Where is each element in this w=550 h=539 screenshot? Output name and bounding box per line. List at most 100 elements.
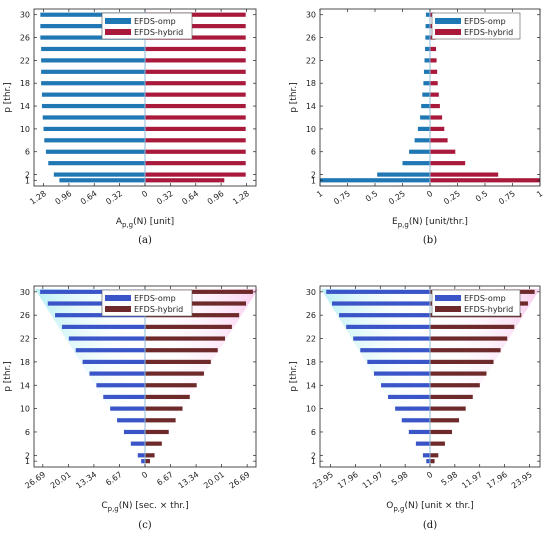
bar-hybrid-p4 [430,441,445,446]
bar-omp-p30 [326,289,430,294]
bar-omp-p6 [409,149,430,154]
bar-hybrid-p10 [145,406,183,411]
x-tick-label: 23.95 [311,470,335,491]
y-tick-label: 18 [20,358,30,367]
bar-hybrid-p20 [145,348,218,353]
bar-hybrid-p6 [430,149,456,154]
bar-hybrid-p10 [430,126,445,132]
x-tick-label: 17.96 [336,470,360,491]
bar-omp-p14 [96,383,145,388]
x-tick-label: 26.69 [23,470,47,491]
x-tick-label: 0.32 [104,189,124,207]
x-tick-label: 13.34 [74,470,98,491]
bar-hybrid-p24 [430,46,437,52]
bar-hybrid-p16 [145,92,246,97]
legend-label: EFDS-omp [464,17,506,26]
bar-omp-p1 [320,178,430,183]
bar-omp-p4 [48,161,146,166]
y-tick-label: 22 [306,56,316,65]
bar-omp-p18 [367,359,430,365]
bar-omp-p26 [55,313,145,318]
bar-hybrid-p2 [430,172,499,177]
bar-hybrid-p24 [430,324,515,329]
x-tick-label: 0 [140,470,149,480]
y-tick-label: 6 [311,148,316,157]
y-tick-label: 26 [306,34,316,43]
bar-omp-p4 [402,161,430,166]
bar-hybrid-p22 [430,58,437,63]
bar-omp-p2 [53,172,146,177]
bar-hybrid-p22 [145,58,246,63]
bar-omp-p28 [332,301,430,306]
bar-omp-p20 [360,348,430,353]
x-tick-label: 11.97 [361,470,385,491]
x-tick-label: 20.01 [202,470,226,491]
y-tick-label: 22 [20,335,30,344]
bar-omp-p30 [40,12,145,17]
x-tick-label: 0.25 [387,189,407,207]
bar-omp-p2 [377,172,430,177]
y-tick-label: 2 [25,171,30,180]
legend-swatch [435,18,461,24]
x-tick-label: 5.98 [390,470,410,488]
bar-hybrid-p16 [430,371,487,376]
y-tick-label: 6 [25,148,30,157]
x-tick-label: 6.67 [155,470,175,488]
bar-omp-p10 [110,406,145,411]
x-axis-label: Op,g(N) [unit × thr.] [386,501,474,513]
x-tick-label: 1.28 [231,189,251,207]
bar-omp-p4 [415,441,430,446]
bar-omp-p2 [422,453,430,458]
bar-hybrid-p14 [430,103,440,109]
y-tick-label: 2 [311,171,316,180]
x-tick-label: 0.5 [474,189,490,204]
bar-omp-p6 [408,429,430,435]
right-shade [430,288,540,466]
y-tick-label: 22 [20,56,30,65]
y-tick-label: 30 [20,288,30,297]
legend-label: EFDS-hybrid [134,305,183,314]
bar-omp-p24 [346,324,430,329]
bar-omp-p18 [41,81,146,86]
bar-omp-p1 [59,178,145,183]
bar-omp-p18 [423,81,430,86]
bar-hybrid-p1 [430,178,540,183]
x-tick-label: 0.96 [54,189,74,207]
legend-label: EFDS-hybrid [464,28,513,37]
y-tick-label: 1 [25,176,30,185]
bar-hybrid-p28 [145,301,247,306]
panel-caption: (a) [138,235,152,246]
bar-hybrid-p1 [145,459,150,464]
x-tick-label: 20.01 [49,470,73,491]
x-tick-label: 0 [140,189,149,199]
bar-hybrid-p6 [145,429,169,435]
legend-swatch [105,18,131,24]
bar-hybrid-p12 [145,394,190,400]
bar-hybrid-p22 [145,336,225,341]
bar-hybrid-p30 [145,289,253,294]
bar-hybrid-p2 [430,453,439,458]
bar-omp-p22 [41,58,146,63]
y-tick-label: 6 [25,428,30,437]
bar-hybrid-p12 [145,115,246,120]
legend-label: EFDS-hybrid [134,28,183,37]
bar-hybrid-p10 [145,126,246,132]
bar-hybrid-p6 [430,429,452,435]
bar-hybrid-p18 [430,81,438,86]
bar-omp-p1 [141,459,145,464]
x-tick-label: 26.69 [228,470,252,491]
bar-omp-p16 [89,371,145,376]
legend-swatch [105,295,131,301]
bar-omp-p6 [123,429,145,435]
bar-omp-p30 [425,12,430,17]
bar-omp-p12 [420,115,430,120]
bar-hybrid-p1 [430,459,435,464]
bar-hybrid-p6 [145,149,246,154]
y-axis-label: p [thr.] [289,82,299,113]
bar-omp-p12 [103,394,145,400]
x-tick-label: 11.97 [460,470,484,491]
bar-omp-p26 [339,313,430,318]
bar-hybrid-p10 [430,406,466,411]
legend-label: EFDS-hybrid [464,305,513,314]
